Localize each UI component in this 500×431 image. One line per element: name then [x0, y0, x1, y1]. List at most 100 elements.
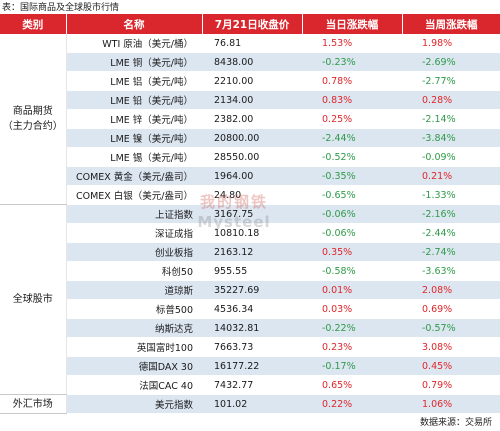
table-row: 道琼斯 35227.69 0.01% 2.08% — [0, 280, 500, 300]
daily-change: -0.58% — [302, 261, 402, 281]
instrument-name: COMEX 白银（美元/盎司） — [66, 185, 202, 205]
header-close-price: 7月21日收盘价 — [201, 14, 302, 34]
weekly-change: 2.08% — [402, 280, 500, 300]
daily-change: -0.06% — [302, 223, 402, 243]
category-label-line: 全球股市 — [12, 294, 53, 305]
instrument-name: 深证成指 — [66, 223, 202, 243]
weekly-change: 0.28% — [402, 90, 500, 110]
instrument-name: LME 铝（美元/吨） — [66, 71, 202, 91]
daily-change: 0.23% — [302, 337, 402, 357]
category-cell: 商品期货 （主力合约） — [0, 34, 67, 205]
table-header-row: 类别 名称 7月21日收盘价 当日涨跌幅 当周涨跌幅 — [0, 14, 500, 34]
daily-change: -0.65% — [302, 185, 402, 205]
instrument-name: 德国DAX 30 — [66, 356, 202, 376]
instrument-name: COMEX 黄金（美元/盎司） — [66, 166, 202, 186]
category-cell: 全球股市 — [0, 204, 67, 395]
daily-change: 0.65% — [302, 375, 402, 395]
table-row: LME 铜（美元/吨） 8438.00 -0.23% -2.69% — [0, 52, 500, 72]
weekly-change: -0.57% — [402, 318, 500, 338]
header-weekly-change: 当周涨跌幅 — [401, 14, 500, 34]
weekly-change: -2.44% — [402, 223, 500, 243]
weekly-change: -1.33% — [402, 185, 500, 205]
weekly-change: 3.08% — [402, 337, 500, 357]
daily-change: -2.44% — [302, 128, 402, 148]
table-row: LME 铅（美元/吨） 2134.00 0.83% 0.28% — [0, 90, 500, 110]
instrument-name: 纳斯达克 — [66, 318, 202, 338]
instrument-name: LME 锌（美元/吨） — [66, 109, 202, 129]
table-row: 标普500 4536.34 0.03% 0.69% — [0, 299, 500, 319]
weekly-change: 1.06% — [402, 394, 500, 414]
market-quotes-table: 类别 名称 7月21日收盘价 当日涨跌幅 当周涨跌幅 商品期货 （主力合约） WTI… — [0, 14, 500, 414]
category-label-line: 外汇市场 — [12, 398, 53, 410]
close-price: 76.81 — [202, 34, 302, 53]
close-price: 28550.00 — [202, 147, 302, 167]
weekly-change: 0.21% — [402, 166, 500, 186]
close-price: 3167.75 — [202, 204, 302, 224]
weekly-change: 0.45% — [402, 356, 500, 376]
instrument-name: LME 铅（美元/吨） — [66, 90, 202, 110]
table-row: COMEX 白银（美元/盎司） 24.80 -0.65% -1.33% — [0, 185, 500, 205]
daily-change: -0.23% — [302, 52, 402, 72]
instrument-name: 标普500 — [66, 299, 202, 319]
table-row: 法国CAC 40 7432.77 0.65% 0.79% — [0, 375, 500, 395]
table-row: 纳斯达克 14032.81 -0.22% -0.57% — [0, 318, 500, 338]
daily-change: 0.25% — [302, 109, 402, 129]
close-price: 2163.12 — [202, 242, 302, 262]
instrument-name: LME 锡（美元/吨） — [66, 147, 202, 167]
table-row: 德国DAX 30 16177.22 -0.17% 0.45% — [0, 356, 500, 376]
daily-change: -0.52% — [302, 147, 402, 167]
table-row: 外汇市场 美元指数 101.02 0.22% 1.06% — [0, 394, 500, 414]
instrument-name: 科创50 — [66, 261, 202, 281]
weekly-change: -2.14% — [402, 109, 500, 129]
daily-change: -0.35% — [302, 166, 402, 186]
close-price: 2210.00 — [202, 71, 302, 91]
instrument-name: 上证指数 — [66, 204, 202, 224]
weekly-change: 1.98% — [402, 34, 500, 53]
close-price: 2382.00 — [202, 109, 302, 129]
instrument-name: 道琼斯 — [66, 280, 202, 300]
close-price: 7663.73 — [202, 337, 302, 357]
table-body: 商品期货 （主力合约） WTI 原油（美元/桶） 76.81 1.53% 1.98% LME… — [0, 34, 500, 414]
instrument-name: WTI 原油（美元/桶） — [66, 34, 202, 53]
close-price: 20800.00 — [202, 128, 302, 148]
close-price: 14032.81 — [202, 318, 302, 338]
category-label-line: 商品期货 — [12, 106, 53, 117]
close-price: 955.55 — [202, 261, 302, 281]
close-price: 101.02 — [202, 394, 302, 414]
table-row: 商品期货 （主力合约） WTI 原油（美元/桶） 76.81 1.53% 1.98% — [0, 34, 500, 205]
daily-change: 0.83% — [302, 90, 402, 110]
instrument-name: LME 铜（美元/吨） — [66, 52, 202, 72]
daily-change: -0.22% — [302, 318, 402, 338]
table-row: 英国富时100 7663.73 0.23% 3.08% — [0, 337, 500, 357]
close-price: 16177.22 — [202, 356, 302, 376]
weekly-change: -2.77% — [402, 71, 500, 91]
category-cell: 外汇市场 — [0, 394, 67, 414]
header-category: 类别 — [0, 14, 66, 34]
daily-change: -0.06% — [302, 204, 402, 224]
weekly-change: -0.09% — [402, 147, 500, 167]
weekly-change: 0.69% — [402, 299, 500, 319]
daily-change: 0.22% — [302, 394, 402, 414]
table-row: COMEX 黄金（美元/盎司） 1964.00 -0.35% 0.21% — [0, 166, 500, 186]
close-price: 10810.18 — [202, 223, 302, 243]
weekly-change: 0.79% — [402, 375, 500, 395]
daily-change: -0.17% — [302, 356, 402, 376]
table-row: LME 锡（美元/吨） 28550.00 -0.52% -0.09% — [0, 147, 500, 167]
instrument-name: 英国富时100 — [66, 337, 202, 357]
close-price: 2134.00 — [202, 90, 302, 110]
close-price: 24.80 — [202, 185, 302, 205]
daily-change: 0.03% — [302, 299, 402, 319]
table-row: LME 镍（美元/吨） 20800.00 -2.44% -3.84% — [0, 128, 500, 148]
category-label-line: （主力合约） — [2, 121, 63, 132]
close-price: 4536.34 — [202, 299, 302, 319]
daily-change: 1.53% — [302, 34, 402, 53]
weekly-change: -3.63% — [402, 261, 500, 281]
daily-change: 0.78% — [302, 71, 402, 91]
weekly-change: -2.16% — [402, 204, 500, 224]
header-name: 名称 — [65, 14, 202, 34]
table-row: 科创50 955.55 -0.58% -3.63% — [0, 261, 500, 281]
instrument-name: 美元指数 — [66, 394, 202, 414]
close-price: 8438.00 — [202, 52, 302, 72]
close-price: 1964.00 — [202, 166, 302, 186]
table-caption: 表：国际商品及全球股市行情 — [2, 3, 120, 13]
